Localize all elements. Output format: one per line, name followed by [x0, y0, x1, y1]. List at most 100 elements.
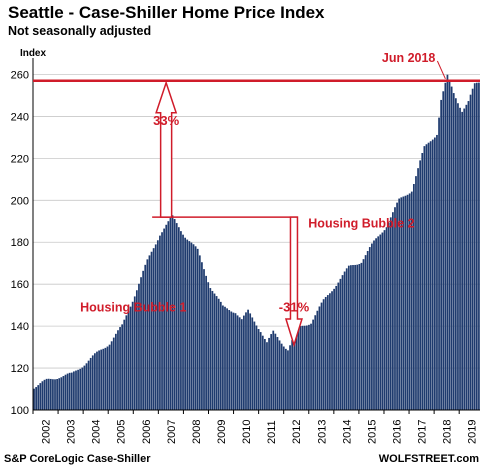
bar: [184, 237, 186, 410]
bar: [343, 271, 346, 410]
bar: [408, 193, 411, 410]
bar: [362, 259, 365, 410]
x-tick-label: 2007: [166, 420, 178, 444]
bar: [333, 288, 335, 410]
bar: [49, 378, 52, 410]
x-tick-label: 2017: [417, 420, 429, 444]
bar: [228, 310, 231, 410]
bar: [175, 223, 178, 410]
bar: [329, 293, 331, 410]
bar: [358, 264, 361, 410]
peak-date-label: Jun 2018: [382, 51, 436, 65]
chart-subtitle: Not seasonally adjusted: [8, 24, 152, 38]
bar: [345, 268, 348, 410]
bar: [236, 315, 239, 410]
bar: [100, 349, 103, 410]
bar: [79, 368, 82, 410]
bar: [335, 285, 338, 410]
bar: [310, 323, 312, 410]
bar: [396, 202, 398, 410]
bar: [259, 332, 262, 410]
bar: [33, 388, 35, 410]
bubble-1-label: Housing Bubble 1: [80, 300, 186, 314]
bar: [75, 370, 77, 410]
bar: [377, 236, 380, 410]
bar: [331, 291, 333, 410]
bar: [415, 176, 417, 410]
bar: [326, 295, 329, 410]
bar: [209, 288, 212, 410]
bar: [144, 264, 147, 410]
bar: [230, 311, 233, 410]
bar: [305, 325, 308, 410]
bar: [417, 168, 419, 410]
annotations: 33% -31% Jun 2018 Housing Bubble 1 Housing B…: [33, 51, 480, 348]
bar: [186, 239, 189, 410]
bar: [263, 338, 266, 410]
bar: [381, 232, 384, 410]
bar: [438, 117, 440, 411]
bar: [278, 340, 281, 410]
bar: [240, 319, 243, 410]
bar: [167, 221, 170, 410]
bar: [77, 369, 79, 410]
bar: [123, 319, 126, 410]
loss-label: -31%: [279, 299, 310, 314]
bars: [33, 74, 480, 411]
bar: [37, 385, 40, 410]
bar: [106, 346, 109, 410]
bar: [62, 376, 65, 410]
bar: [70, 372, 73, 410]
x-tick-label: 2006: [141, 420, 153, 444]
bar: [255, 325, 258, 410]
bar: [375, 238, 377, 410]
bar: [127, 311, 130, 410]
bar: [94, 353, 96, 410]
y-tick-label: 160: [11, 279, 29, 291]
bar: [467, 101, 470, 410]
gain-label: 33%: [153, 113, 179, 128]
bar: [41, 381, 44, 410]
bar: [320, 302, 323, 410]
bar: [188, 241, 191, 410]
bar: [465, 104, 468, 410]
bar: [45, 378, 48, 410]
bar: [448, 80, 451, 410]
bar: [163, 228, 166, 410]
bar: [249, 313, 252, 410]
bar: [194, 246, 197, 410]
bar: [169, 218, 172, 410]
bubble-2-label: Housing Bubble 2: [308, 217, 414, 231]
bar: [360, 262, 363, 410]
bar: [457, 103, 459, 410]
bar: [154, 244, 157, 410]
bar: [190, 242, 193, 410]
bar: [469, 94, 472, 410]
bar: [60, 377, 63, 410]
bar: [232, 312, 235, 410]
bar: [356, 264, 359, 410]
y-tick-labels: 100 120 140 160 180 200 220 240 260: [11, 69, 29, 417]
y-tick-label: 180: [11, 237, 29, 249]
y-tick-label: 260: [11, 69, 29, 81]
bar: [419, 160, 422, 410]
bar: [473, 83, 476, 410]
bar: [385, 227, 388, 410]
bar: [114, 333, 117, 410]
bar: [140, 277, 142, 410]
bar: [87, 360, 90, 410]
y-axis-label: Index: [20, 48, 47, 59]
bar: [364, 255, 367, 410]
x-tick-label: 2005: [116, 420, 128, 444]
x-tick-label: 2009: [216, 420, 228, 444]
bar: [224, 306, 226, 410]
bar: [203, 269, 205, 410]
bar: [251, 317, 254, 410]
bar: [58, 378, 61, 410]
bar: [406, 194, 409, 410]
bar: [205, 275, 207, 410]
bar: [68, 372, 71, 410]
bar: [35, 387, 37, 410]
y-tick-label: 140: [11, 321, 29, 333]
